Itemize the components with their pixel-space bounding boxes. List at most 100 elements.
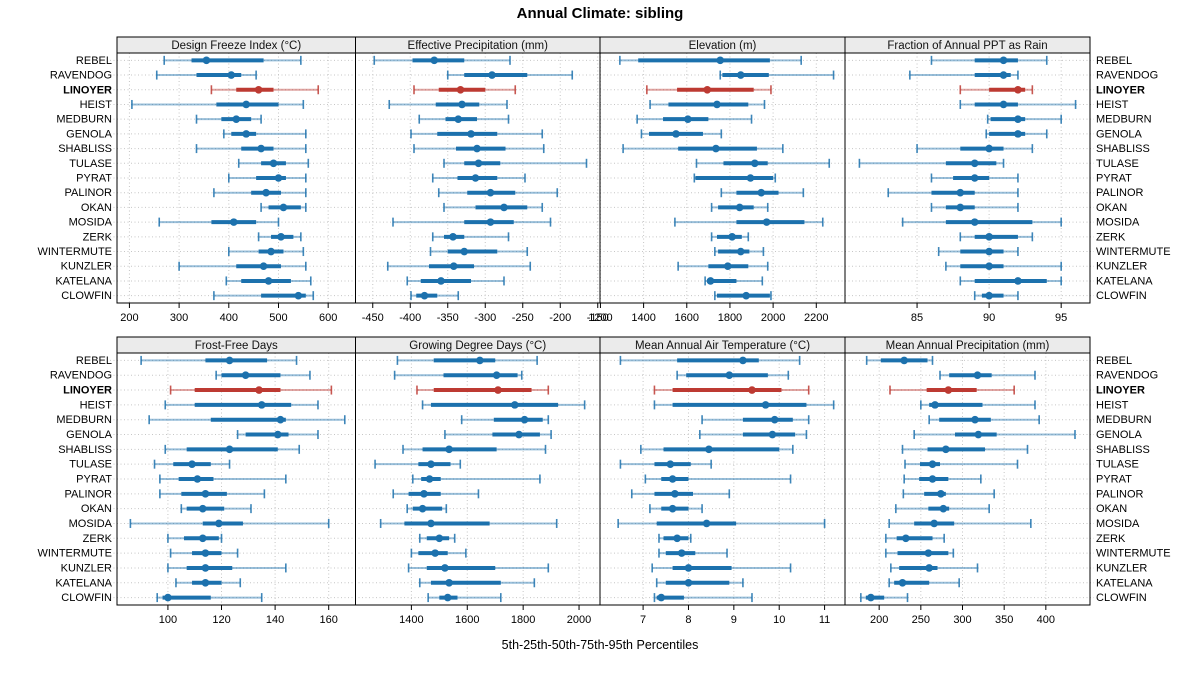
strip-title: Design Freeze Index (°C): [171, 40, 301, 52]
median-dot: [668, 504, 677, 513]
median-dot: [937, 490, 945, 498]
interval-medburn: [636, 114, 753, 124]
median-dot: [449, 262, 458, 271]
interval-tulase: [858, 158, 1005, 168]
median-dot: [944, 386, 953, 394]
median-dot: [473, 144, 481, 153]
median-dot: [924, 549, 933, 557]
interval-zerk: [658, 533, 692, 543]
interval-zerk: [959, 232, 1034, 242]
interval-tulase: [695, 158, 831, 168]
site-label-left-medburn: MEDBURN: [56, 114, 112, 126]
site-label-right-medburn: MEDBURN: [1096, 414, 1152, 426]
interval-genola: [236, 430, 319, 440]
axis-tick-label: -350: [437, 312, 459, 324]
interval-ravendog: [719, 70, 835, 80]
median-dot: [232, 115, 241, 123]
strip-mean-annual-precipitation-mm: [844, 336, 1091, 354]
median-dot: [294, 291, 303, 300]
axis-tick-label: 2000: [761, 312, 785, 324]
interval-medburn: [701, 415, 810, 425]
median-dot: [276, 415, 285, 424]
site-label-left-heist: HEIST: [80, 99, 113, 111]
median-dot: [494, 386, 502, 394]
interval-clowfin: [410, 291, 460, 301]
interval-pyrat: [930, 173, 1019, 183]
interval-zerk: [418, 533, 456, 543]
site-label-right-mosida: MOSIDA: [1096, 518, 1140, 530]
interval-mosida: [158, 217, 280, 227]
interval-kunzler: [407, 563, 550, 573]
site-label-right-okan: OKAN: [1096, 503, 1127, 515]
interval-katelana: [704, 276, 764, 286]
interval-genola: [410, 129, 544, 139]
median-dot: [225, 445, 234, 454]
interval-medburn: [148, 415, 346, 425]
axis-tick-label: 1800: [718, 312, 742, 324]
median-dot: [202, 56, 211, 65]
interval-mosida: [901, 217, 1062, 227]
median-dot: [757, 188, 766, 197]
axis-tick-label: 600: [319, 312, 337, 324]
median-dot: [985, 247, 993, 256]
site-label-left-okan: OKAN: [81, 202, 112, 214]
site-label-left-linoyer: LINOYER: [63, 385, 112, 397]
median-dot: [164, 593, 172, 602]
interval-heist: [131, 99, 305, 109]
site-label-left-tulase: TULASE: [69, 459, 112, 471]
median-dot: [750, 159, 759, 168]
interval-okan: [895, 504, 990, 514]
median-dot: [705, 445, 713, 454]
interval-medburn: [195, 114, 262, 124]
median-dot: [666, 460, 675, 468]
site-label-left-wintermute: WINTERMUTE: [37, 548, 112, 560]
panel-elevation-m: 1200 1400 1600 1800 2000 2200 Elevation (m): [588, 36, 846, 324]
median-dot: [728, 233, 736, 241]
interval-palinor: [392, 489, 480, 499]
median-dot: [684, 578, 693, 587]
site-label-left-linoyer: LINOYER: [63, 84, 112, 96]
median-dot: [684, 115, 692, 123]
strip-title: Mean Annual Air Temperature (°C): [635, 340, 810, 352]
site-label-left-genola: GENOLA: [66, 429, 113, 441]
median-dot: [971, 415, 979, 424]
median-dot: [867, 593, 875, 602]
site-label-left-kunzler: KUNZLER: [61, 261, 112, 273]
interval-okan: [649, 504, 703, 514]
interval-kunzler: [651, 563, 792, 573]
median-dot: [902, 534, 910, 543]
axis-tick-label: -200: [549, 312, 571, 324]
interval-palinor: [887, 188, 1019, 198]
site-label-left-medburn: MEDBURN: [56, 414, 112, 426]
interval-shabliss: [164, 444, 301, 454]
site-label-left-ravendog: RAVENDOG: [50, 370, 112, 382]
median-dot: [242, 130, 250, 138]
interval-rebel: [865, 355, 934, 365]
median-dot: [515, 430, 523, 439]
interval-rebel: [930, 55, 1048, 65]
interval-katelana: [406, 276, 505, 286]
interval-linoyer: [169, 385, 333, 395]
site-label-left-kunzler: KUNZLER: [61, 562, 112, 574]
median-dot: [254, 85, 263, 94]
interval-mosida: [379, 518, 558, 528]
interval-clowfin: [714, 291, 772, 301]
axis-tick-label: 7: [640, 614, 646, 626]
interval-clowfin: [653, 593, 753, 603]
median-dot: [445, 578, 453, 587]
interval-katelana: [175, 578, 242, 588]
median-dot: [241, 371, 250, 380]
median-dot: [657, 593, 666, 602]
median-dot: [672, 130, 680, 138]
median-dot: [201, 490, 210, 498]
panel-design-freeze-index-c: 200 300 400 500 600 Design Freeze Index (°C): [116, 36, 356, 324]
interval-okan: [710, 202, 769, 212]
site-label-right-pyrat: PYRAT: [1096, 173, 1132, 185]
site-label-right-okan: OKAN: [1096, 202, 1127, 214]
median-dot: [716, 56, 725, 65]
site-label-left-pyrat: PYRAT: [76, 173, 112, 185]
median-dot: [500, 203, 508, 212]
site-label-right-zerk: ZERK: [1096, 533, 1126, 545]
interval-clowfin: [427, 593, 502, 603]
median-dot: [736, 71, 745, 79]
